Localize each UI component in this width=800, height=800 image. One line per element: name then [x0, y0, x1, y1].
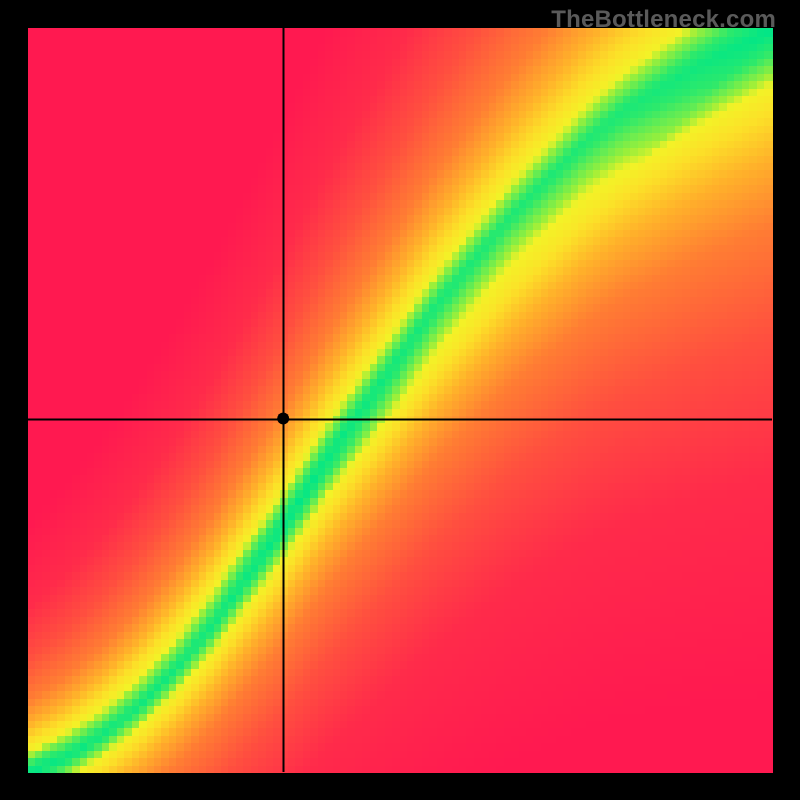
chart-container: TheBottleneck.com [0, 0, 800, 800]
watermark-text: TheBottleneck.com [551, 6, 776, 34]
heatmap-canvas [0, 0, 800, 800]
